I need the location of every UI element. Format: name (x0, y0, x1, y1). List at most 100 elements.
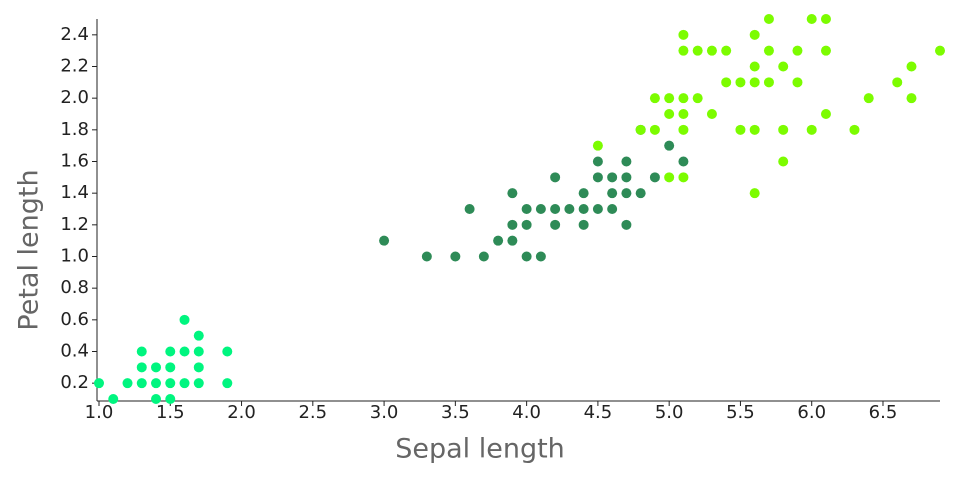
point (578, 204, 589, 214)
x-tick-label: 3.0 (370, 402, 399, 423)
point (592, 204, 603, 214)
point (678, 45, 689, 56)
point (692, 45, 703, 56)
point (179, 314, 190, 325)
point (222, 346, 233, 357)
point (151, 362, 162, 373)
point (906, 61, 917, 72)
point (735, 124, 746, 135)
point (592, 172, 603, 183)
point (535, 204, 546, 214)
point (749, 188, 760, 199)
point (778, 156, 789, 167)
point (778, 124, 789, 135)
point (863, 93, 874, 104)
point (678, 172, 689, 183)
point (592, 140, 603, 151)
point (621, 156, 632, 167)
point (678, 109, 689, 119)
point (507, 188, 518, 199)
point (136, 378, 147, 389)
point (165, 394, 176, 404)
y-tick-label: 2.4 (60, 24, 89, 45)
y-tick-label: 2.2 (60, 56, 89, 77)
y-tick-label: 1.2 (60, 214, 89, 235)
point (507, 219, 518, 230)
point (122, 378, 133, 389)
point (521, 204, 532, 214)
point (592, 156, 603, 167)
point (179, 346, 190, 357)
point (749, 77, 760, 88)
point (564, 204, 575, 214)
x-tick-label: 2.5 (298, 402, 327, 423)
point (607, 204, 618, 214)
point (735, 77, 746, 88)
point (193, 362, 204, 373)
point (792, 77, 803, 88)
point (664, 93, 675, 104)
point (849, 124, 860, 135)
x-tick-label: 3.5 (441, 402, 470, 423)
point (165, 378, 176, 389)
point (550, 172, 561, 183)
x-tick-label: 4.0 (512, 402, 541, 423)
point (635, 188, 646, 199)
point (421, 251, 432, 262)
point (749, 29, 760, 40)
y-axis-title: Petal length (14, 169, 45, 330)
point (749, 61, 760, 72)
y-tick-label: 1.6 (60, 151, 89, 172)
point (763, 77, 774, 88)
x-tick-label: 1.0 (85, 402, 114, 423)
y-tick-label: 0.4 (60, 341, 89, 362)
point (820, 14, 831, 24)
x-tick-label: 6.5 (869, 402, 898, 423)
point (193, 378, 204, 389)
point (778, 61, 789, 72)
y-tick-label: 0.6 (60, 309, 89, 330)
point (820, 109, 831, 119)
point (521, 251, 532, 262)
point (678, 93, 689, 104)
point (635, 124, 646, 135)
point (151, 378, 162, 389)
point (806, 124, 817, 135)
point (193, 346, 204, 357)
y-tick-label: 1.4 (60, 182, 89, 203)
point (621, 219, 632, 230)
point (820, 45, 831, 56)
point (521, 219, 532, 230)
point (721, 77, 732, 88)
point (165, 362, 176, 373)
point (935, 45, 945, 56)
point (763, 45, 774, 56)
point (379, 235, 390, 246)
point (649, 172, 660, 183)
point (664, 172, 675, 183)
point (94, 378, 104, 389)
point (507, 235, 518, 246)
point (222, 378, 233, 389)
y-tick-label: 1.0 (60, 246, 89, 267)
y-tick-label: 1.8 (60, 119, 89, 140)
x-tick-label: 5.0 (655, 402, 684, 423)
point (649, 124, 660, 135)
x-tick-label: 1.5 (156, 402, 185, 423)
point (535, 251, 546, 262)
x-tick-label: 2.0 (227, 402, 256, 423)
point (706, 109, 717, 119)
point (550, 219, 561, 230)
point (749, 124, 760, 135)
point (649, 93, 660, 104)
point (806, 14, 817, 24)
x-axis-title: Sepal length (395, 434, 565, 465)
point (621, 172, 632, 183)
point (607, 188, 618, 199)
point (493, 235, 504, 246)
point (792, 45, 803, 56)
y-tick-label: 0.8 (60, 277, 89, 298)
point (706, 45, 717, 56)
point (478, 251, 489, 262)
